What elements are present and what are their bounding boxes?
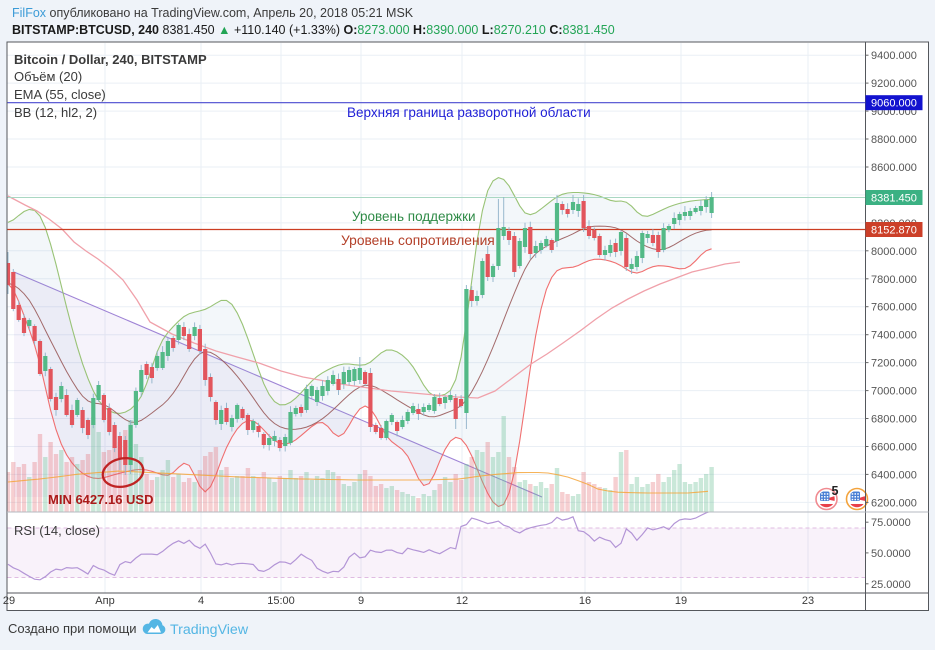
- svg-text:Создано при помощи: Создано при помощи: [8, 621, 137, 636]
- svg-text:7400.000: 7400.000: [871, 330, 917, 342]
- svg-text:BITSTAMP:BTCUSD, 240 8381.450: BITSTAMP:BTCUSD, 240 8381.450 ▲ +110.140…: [12, 23, 615, 37]
- svg-text:Уровень поддержки: Уровень поддержки: [352, 209, 476, 224]
- svg-text:12: 12: [456, 595, 468, 607]
- svg-text:7200.000: 7200.000: [871, 358, 917, 370]
- svg-text:Bitcoin / Dollar, 240, BITSTAM: Bitcoin / Dollar, 240, BITSTAMP: [14, 52, 207, 67]
- svg-text:6200.000: 6200.000: [871, 497, 917, 509]
- svg-text:8800.000: 8800.000: [871, 134, 917, 146]
- svg-text:Объём (20): Объём (20): [14, 69, 82, 84]
- svg-text:6800.000: 6800.000: [871, 414, 917, 426]
- svg-text:8152.870: 8152.870: [871, 225, 917, 237]
- svg-text:8600.000: 8600.000: [871, 162, 917, 174]
- svg-text:EMA (55, close): EMA (55, close): [14, 87, 106, 102]
- svg-text:50.0000: 50.0000: [871, 548, 911, 560]
- svg-text:MIN 6427.16 USD: MIN 6427.16 USD: [48, 492, 154, 507]
- svg-text:25.0000: 25.0000: [871, 579, 911, 591]
- svg-text:TradingView: TradingView: [170, 622, 249, 638]
- svg-text:16: 16: [579, 595, 591, 607]
- svg-text:9060.000: 9060.000: [871, 98, 917, 110]
- svg-text:8381.450: 8381.450: [871, 193, 917, 205]
- svg-text:7600.000: 7600.000: [871, 302, 917, 314]
- svg-text:Верхняя граница разворотной об: Верхняя граница разворотной области: [347, 105, 591, 120]
- svg-text:5: 5: [832, 484, 839, 498]
- svg-text:4: 4: [198, 595, 204, 607]
- svg-text:9200.000: 9200.000: [871, 78, 917, 90]
- svg-text:6600.000: 6600.000: [871, 442, 917, 454]
- svg-text:19: 19: [675, 595, 687, 607]
- svg-text:7000.000: 7000.000: [871, 386, 917, 398]
- svg-text:6400.000: 6400.000: [871, 469, 917, 481]
- svg-text:Уровень сопротивления: Уровень сопротивления: [341, 233, 495, 248]
- svg-text:29: 29: [3, 595, 15, 607]
- svg-text:9400.000: 9400.000: [871, 50, 917, 62]
- svg-text:7800.000: 7800.000: [871, 274, 917, 286]
- svg-text:15:00: 15:00: [267, 595, 295, 607]
- svg-text:9: 9: [358, 595, 364, 607]
- svg-text:75.0000: 75.0000: [871, 517, 911, 529]
- svg-text:Апр: Апр: [95, 595, 114, 607]
- svg-text:BB (12, hl2, 2): BB (12, hl2, 2): [14, 105, 97, 120]
- svg-text:23: 23: [802, 595, 814, 607]
- svg-text:RSI (14, close): RSI (14, close): [14, 523, 100, 538]
- svg-text:FilFox опубликовано на Trading: FilFox опубликовано на TradingView.com, …: [12, 6, 414, 20]
- svg-text:8000.000: 8000.000: [871, 246, 917, 258]
